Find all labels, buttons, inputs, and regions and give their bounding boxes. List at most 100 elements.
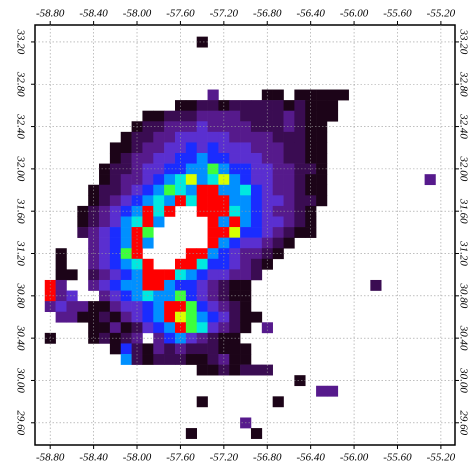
cell	[273, 132, 284, 143]
cell	[121, 132, 132, 143]
x-tick-label-bottom: -56.40	[296, 452, 325, 464]
cell	[208, 100, 219, 111]
cell	[218, 343, 229, 354]
cell	[208, 174, 219, 185]
cell	[164, 354, 175, 365]
cell	[251, 259, 262, 270]
cell	[240, 100, 251, 111]
cell	[197, 37, 208, 48]
y-tick-label-left: 30.00	[14, 367, 26, 393]
cell	[284, 206, 295, 217]
cell	[208, 227, 219, 238]
cell	[164, 174, 175, 185]
cell	[142, 259, 153, 270]
cell	[186, 259, 197, 270]
cell	[208, 343, 219, 354]
cell	[197, 301, 208, 312]
cell	[153, 195, 164, 206]
cell	[142, 238, 153, 249]
cell	[164, 280, 175, 291]
cell	[186, 291, 197, 302]
cell	[229, 174, 240, 185]
cell	[197, 322, 208, 333]
y-tick-label-right: 32.80	[457, 71, 469, 97]
x-tick-label-top: -56.80	[253, 8, 282, 20]
cell	[229, 301, 240, 312]
cell	[294, 142, 305, 153]
cell	[316, 111, 327, 122]
cell	[294, 185, 305, 196]
x-tick-label-bottom: -56.00	[340, 452, 369, 464]
cell	[251, 238, 262, 249]
chart: -58.80-58.80-58.40-58.40-58.00-58.00-57.…	[0, 0, 471, 468]
cell	[273, 142, 284, 153]
cell	[121, 185, 132, 196]
x-tick-label-bottom: -56.80	[253, 452, 282, 464]
cell	[294, 164, 305, 175]
cell	[164, 195, 175, 206]
cell	[197, 132, 208, 143]
cell	[164, 132, 175, 143]
cell	[153, 132, 164, 143]
cell	[66, 269, 77, 280]
y-tick-label-left: 30.40	[14, 325, 26, 351]
cell	[132, 354, 143, 365]
cell	[316, 153, 327, 164]
cell	[240, 312, 251, 323]
cell	[142, 195, 153, 206]
cell	[197, 100, 208, 111]
cell	[56, 301, 67, 312]
cell	[251, 312, 262, 323]
cell	[56, 259, 67, 270]
cell	[186, 248, 197, 259]
cell	[316, 132, 327, 143]
y-tick-label-right: 29.60	[457, 410, 469, 435]
cell	[273, 100, 284, 111]
cell	[121, 227, 132, 238]
cell	[327, 90, 338, 101]
cell	[99, 322, 110, 333]
cell	[121, 343, 132, 354]
cell	[186, 132, 197, 143]
cell	[153, 153, 164, 164]
cell	[240, 238, 251, 249]
y-tick-label-right: 30.40	[457, 325, 469, 351]
cell	[164, 269, 175, 280]
cell	[186, 301, 197, 312]
x-tick-label-top: -58.40	[79, 8, 108, 20]
y-tick-label-left: 30.80	[14, 282, 26, 308]
cell	[240, 195, 251, 206]
cell	[66, 312, 77, 323]
cell	[142, 269, 153, 280]
cell	[240, 153, 251, 164]
cell	[186, 121, 197, 132]
cell	[240, 354, 251, 365]
cell	[164, 301, 175, 312]
cell	[294, 100, 305, 111]
cell	[208, 259, 219, 270]
cell	[197, 153, 208, 164]
y-tick-label-left: 33.20	[14, 29, 26, 55]
cell	[229, 195, 240, 206]
cell	[294, 90, 305, 101]
x-tick-label-top: -57.20	[210, 8, 239, 20]
x-tick-label-bottom: -55.60	[383, 452, 412, 464]
cell	[218, 365, 229, 376]
cell	[153, 111, 164, 122]
cell	[197, 185, 208, 196]
cell	[208, 312, 219, 323]
cell	[294, 206, 305, 217]
cell	[327, 100, 338, 111]
cell	[316, 142, 327, 153]
cell	[99, 238, 110, 249]
cell	[284, 132, 295, 143]
cell	[110, 153, 121, 164]
x-tick-label-bottom: -58.00	[123, 452, 152, 464]
cell	[110, 227, 121, 238]
cell	[273, 90, 284, 101]
cell	[240, 280, 251, 291]
cell	[142, 227, 153, 238]
cell	[142, 153, 153, 164]
cell	[294, 216, 305, 227]
cell	[208, 322, 219, 333]
